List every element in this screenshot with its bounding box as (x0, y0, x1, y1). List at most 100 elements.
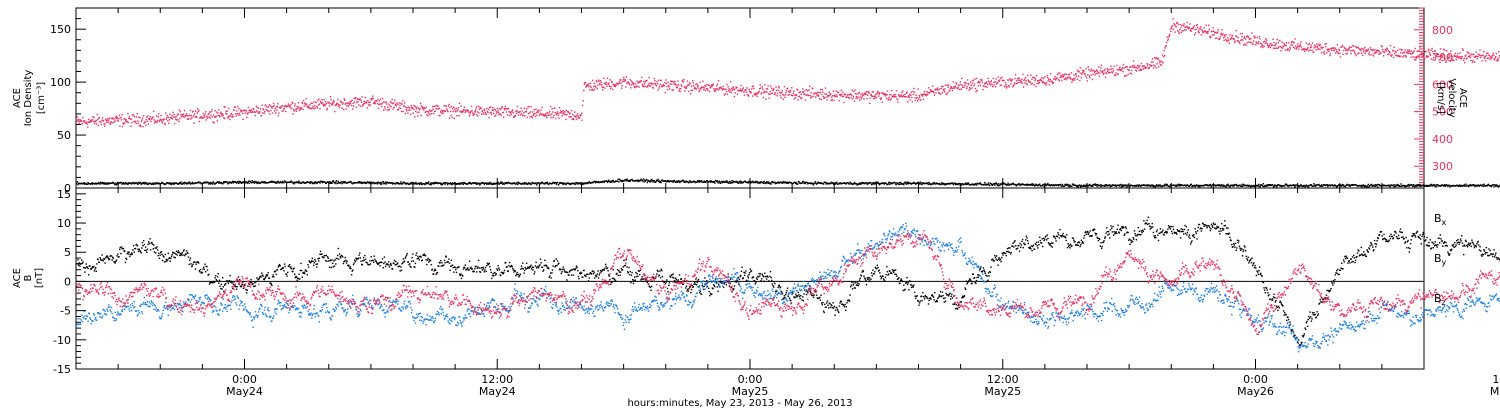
velocity-point (865, 91, 868, 93)
velocity-point (1393, 46, 1395, 48)
velocity-point (1078, 71, 1080, 73)
velocity-point (560, 111, 562, 114)
velocity-point (1159, 62, 1161, 64)
density-point (845, 183, 847, 185)
velocity-point (93, 116, 95, 119)
velocity-point (1100, 67, 1102, 69)
velocity-point (302, 99, 305, 102)
velocity-point (718, 88, 720, 90)
velocity-point (324, 104, 326, 107)
velocity-point (1300, 46, 1303, 48)
velocity-point (568, 116, 570, 118)
velocity-point (794, 96, 797, 99)
density-point (1061, 183, 1064, 186)
velocity-point (255, 105, 257, 107)
velocity-point (1406, 52, 1408, 54)
velocity-point (1201, 30, 1204, 32)
velocity-point (665, 79, 667, 81)
velocity-point (85, 122, 87, 125)
velocity-point (186, 118, 188, 120)
velocity-point (226, 110, 228, 112)
velocity-point (530, 106, 532, 108)
density-point (609, 181, 612, 183)
velocity-point (1291, 44, 1294, 46)
density-point (1047, 182, 1049, 185)
velocity-point (687, 90, 690, 93)
density-point (697, 179, 699, 182)
velocity-point (343, 98, 345, 100)
density-point (203, 182, 205, 184)
velocity-point (1090, 74, 1092, 76)
velocity-point (105, 119, 107, 121)
velocity-point (1172, 18, 1174, 20)
velocity-point (514, 115, 516, 117)
density-point (346, 182, 348, 184)
velocity-point (1059, 72, 1061, 74)
velocity-point (256, 110, 258, 112)
velocity-point (1001, 76, 1003, 79)
density-point (77, 183, 79, 186)
velocity-point (742, 88, 744, 90)
velocity-point (1262, 46, 1264, 49)
velocity-point (1153, 64, 1155, 66)
velocity-point (117, 119, 119, 121)
velocity-point (814, 92, 816, 94)
velocity-point (1127, 73, 1129, 76)
velocity-point (502, 111, 504, 114)
velocity-point (291, 101, 293, 103)
velocity-point (1011, 79, 1013, 81)
velocity-point (975, 91, 977, 93)
velocity-point (652, 87, 654, 89)
velocity-point (86, 123, 88, 125)
velocity-point (1412, 51, 1415, 53)
velocity-point (554, 107, 556, 109)
velocity-point (389, 105, 391, 107)
velocity-point (915, 94, 917, 96)
velocity-point (536, 110, 539, 112)
velocity-point (565, 109, 568, 111)
velocity-point (1382, 55, 1385, 57)
velocity-point (783, 86, 786, 88)
velocity-point (160, 115, 162, 117)
velocity-point (1018, 77, 1020, 79)
velocity-point (329, 102, 331, 105)
velocity-point (436, 108, 438, 110)
velocity-point (694, 86, 696, 89)
velocity-point (172, 111, 174, 114)
velocity-point (1390, 55, 1393, 57)
velocity-point (870, 93, 872, 96)
velocity-point (1334, 47, 1336, 49)
velocity-point (107, 118, 109, 120)
velocity-point (1079, 79, 1081, 82)
velocity-point (306, 103, 308, 105)
velocity-point (447, 110, 449, 113)
velocity-point (628, 82, 630, 85)
density-point (1109, 184, 1111, 186)
density-point (740, 181, 743, 183)
density-point (607, 180, 609, 183)
velocity-point (843, 101, 845, 104)
velocity-point (666, 89, 669, 91)
velocity-point (472, 112, 474, 114)
velocity-point (493, 112, 495, 115)
velocity-point (1413, 50, 1415, 52)
velocity-point (416, 111, 419, 114)
velocity-point (297, 107, 299, 109)
density-point (736, 180, 738, 183)
velocity-point (776, 95, 778, 97)
velocity-point (361, 105, 364, 107)
velocity-point (735, 86, 737, 88)
velocity-point (649, 82, 651, 84)
density-point (116, 183, 118, 185)
velocity-point (1114, 74, 1117, 76)
velocity-point (594, 85, 597, 87)
velocity-point (254, 111, 256, 113)
velocity-point (583, 83, 585, 85)
velocity-point (1170, 25, 1173, 28)
velocity-point (947, 86, 949, 88)
velocity-point (1273, 41, 1275, 44)
velocity-point (995, 78, 997, 80)
density-point (363, 181, 365, 183)
velocity-point (147, 123, 149, 125)
velocity-point (128, 117, 130, 119)
